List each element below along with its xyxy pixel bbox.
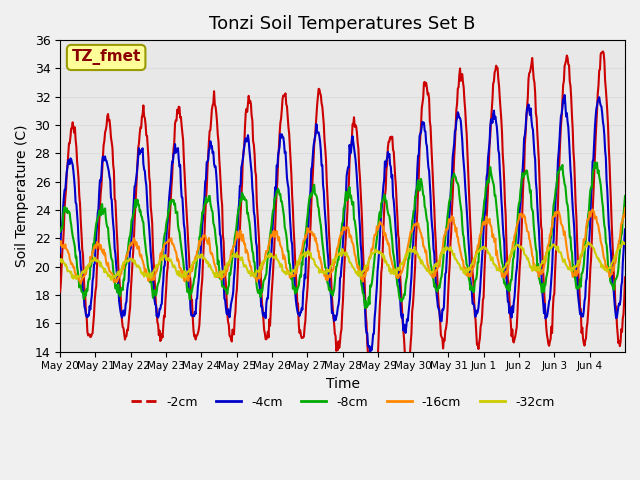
-2cm bbox=[227, 334, 234, 339]
-16cm bbox=[402, 257, 410, 263]
-32cm bbox=[107, 277, 115, 283]
-16cm bbox=[56, 241, 64, 247]
-8cm bbox=[255, 290, 262, 296]
-8cm bbox=[276, 192, 284, 198]
-8cm bbox=[621, 193, 629, 199]
-2cm bbox=[433, 273, 441, 278]
-2cm bbox=[255, 225, 262, 230]
Line: -8cm: -8cm bbox=[60, 163, 625, 308]
-32cm bbox=[619, 239, 627, 244]
-32cm bbox=[276, 264, 284, 269]
-8cm bbox=[402, 282, 410, 288]
-2cm bbox=[402, 357, 410, 362]
Line: -4cm: -4cm bbox=[60, 95, 625, 352]
-4cm bbox=[402, 330, 410, 336]
X-axis label: Time: Time bbox=[326, 377, 360, 391]
-8cm bbox=[433, 288, 441, 294]
Y-axis label: Soil Temperature (C): Soil Temperature (C) bbox=[15, 125, 29, 267]
-4cm bbox=[56, 250, 64, 255]
-32cm bbox=[621, 240, 629, 246]
-8cm bbox=[591, 160, 598, 166]
-4cm bbox=[561, 92, 568, 98]
-16cm bbox=[276, 242, 284, 248]
-2cm bbox=[599, 48, 607, 54]
-4cm bbox=[433, 297, 441, 302]
-16cm bbox=[77, 281, 84, 287]
-8cm bbox=[123, 261, 131, 266]
Line: -32cm: -32cm bbox=[60, 241, 625, 280]
-8cm bbox=[227, 272, 234, 278]
-2cm bbox=[621, 275, 629, 280]
-4cm bbox=[621, 227, 629, 232]
-32cm bbox=[227, 254, 235, 260]
-16cm bbox=[621, 205, 629, 211]
-4cm bbox=[227, 308, 234, 314]
Line: -2cm: -2cm bbox=[60, 51, 625, 404]
-32cm bbox=[56, 258, 64, 264]
-4cm bbox=[276, 144, 284, 149]
-2cm bbox=[56, 289, 64, 295]
-2cm bbox=[370, 401, 378, 407]
-32cm bbox=[433, 261, 441, 266]
Legend: -2cm, -4cm, -8cm, -16cm, -32cm: -2cm, -4cm, -8cm, -16cm, -32cm bbox=[126, 391, 559, 414]
Text: TZ_fmet: TZ_fmet bbox=[72, 49, 141, 65]
-16cm bbox=[255, 268, 263, 274]
-8cm bbox=[56, 229, 64, 235]
-16cm bbox=[124, 253, 131, 259]
-2cm bbox=[123, 333, 131, 339]
-32cm bbox=[255, 269, 263, 275]
-4cm bbox=[366, 349, 374, 355]
-16cm bbox=[227, 250, 235, 256]
-32cm bbox=[402, 252, 410, 258]
-8cm bbox=[361, 305, 369, 311]
-4cm bbox=[255, 276, 262, 281]
-2cm bbox=[276, 131, 284, 136]
-4cm bbox=[123, 299, 131, 305]
-16cm bbox=[433, 266, 441, 272]
Title: Tonzi Soil Temperatures Set B: Tonzi Soil Temperatures Set B bbox=[209, 15, 476, 33]
-32cm bbox=[124, 258, 131, 264]
Line: -16cm: -16cm bbox=[60, 208, 625, 284]
